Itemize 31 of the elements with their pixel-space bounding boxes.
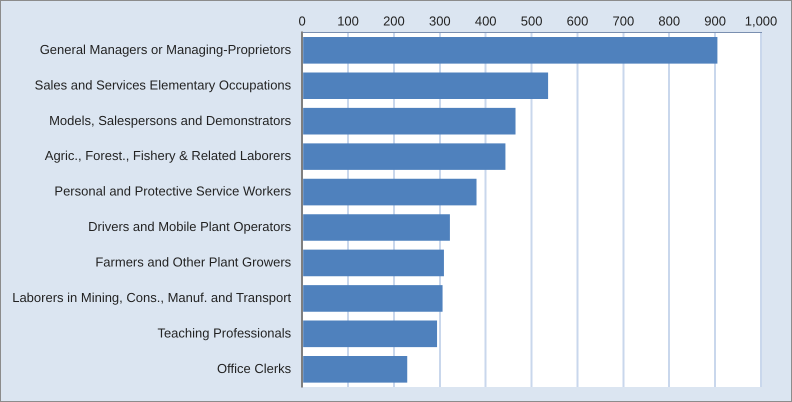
bar [303, 37, 718, 64]
bar [303, 356, 408, 383]
y-tick-label: Farmers and Other Plant Growers [95, 254, 292, 270]
x-tick-label: 700 [612, 13, 634, 28]
bar [303, 214, 450, 241]
y-tick-label: Sales and Services Elementary Occupations [34, 77, 292, 92]
bar [303, 72, 548, 100]
bar [303, 320, 438, 348]
y-tick-label: Personal and Protective Service Workers [54, 184, 292, 199]
x-tick-label: 500 [520, 13, 542, 28]
x-tick-label: 100 [337, 13, 359, 28]
y-tick-label: General Managers or Managing-Proprietors [40, 42, 292, 57]
x-tick-label: 0 [298, 13, 306, 28]
y-tick-label: Models, Salespersons and Demonstrators [49, 112, 292, 128]
bar [303, 143, 506, 170]
y-tick-label: Laborers in Mining, Cons., Manuf. and Transport [12, 290, 292, 305]
y-tick-label: Office Clerks [216, 360, 292, 376]
y-tick-label: Teaching Professionals [157, 325, 292, 340]
y-tick-label: Agric., Forest., Fishery & Related Laborers [44, 148, 292, 164]
bar [303, 285, 443, 312]
y-tick-label: Drivers and Mobile Plant Operators [88, 219, 292, 234]
x-tick-label: 900 [704, 13, 726, 28]
x-tick-label: 800 [658, 13, 680, 28]
x-tick-label: 200 [383, 13, 405, 28]
x-tick-label: 300 [428, 13, 451, 28]
x-tick-label: 600 [566, 13, 588, 28]
bar [303, 178, 477, 206]
x-tick-label: 400 [474, 13, 497, 28]
bar [303, 108, 516, 134]
bar [303, 250, 444, 276]
x-tick-label: 1,000 [744, 13, 778, 28]
